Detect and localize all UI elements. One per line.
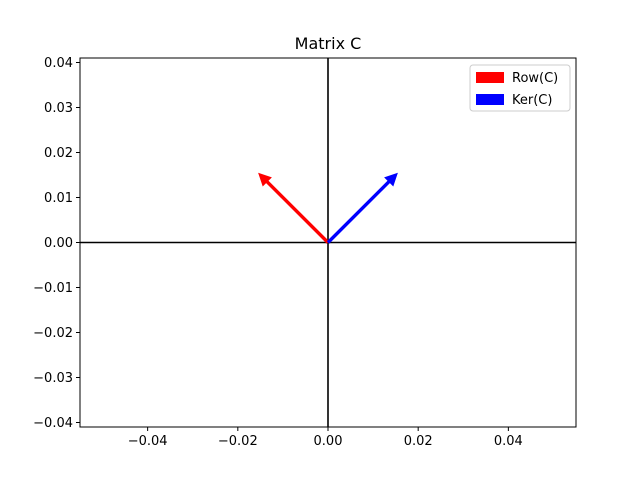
y-tick-label: −0.04: [33, 416, 73, 431]
legend: Row(C) Ker(C): [469, 64, 571, 112]
vector-arrow: [326, 172, 398, 244]
y-tick-label: 0.04: [44, 56, 73, 71]
vectors: [258, 172, 398, 244]
chart-title: Matrix C: [295, 34, 362, 53]
y-tick-label: −0.02: [33, 326, 73, 341]
legend-swatch: [476, 72, 504, 83]
x-tick-label: 0.02: [404, 434, 433, 449]
y-tick-label: 0.03: [44, 101, 73, 116]
y-tick-label: −0.01: [33, 281, 73, 296]
legend-label: Row(C): [512, 71, 558, 86]
y-axis-ticks: −0.04 −0.03 −0.02 −0.01 0.00 0.01 0.02 0.03 0.04: [33, 56, 80, 431]
x-tick-label: 0.00: [314, 434, 343, 449]
x-tick-label: −0.04: [128, 434, 168, 449]
legend-label: Ker(C): [512, 93, 552, 108]
x-tick-label: −0.02: [218, 434, 258, 449]
y-tick-label: −0.03: [33, 371, 73, 386]
x-tick-label: 0.04: [494, 434, 523, 449]
vector-arrow: [258, 172, 330, 244]
y-tick-label: 0.01: [44, 191, 73, 206]
x-axis-ticks: −0.04 −0.02 0.00 0.02 0.04: [128, 427, 523, 449]
legend-swatch: [476, 94, 504, 105]
y-tick-label: 0.02: [44, 146, 73, 161]
y-tick-label: 0.00: [44, 236, 73, 251]
